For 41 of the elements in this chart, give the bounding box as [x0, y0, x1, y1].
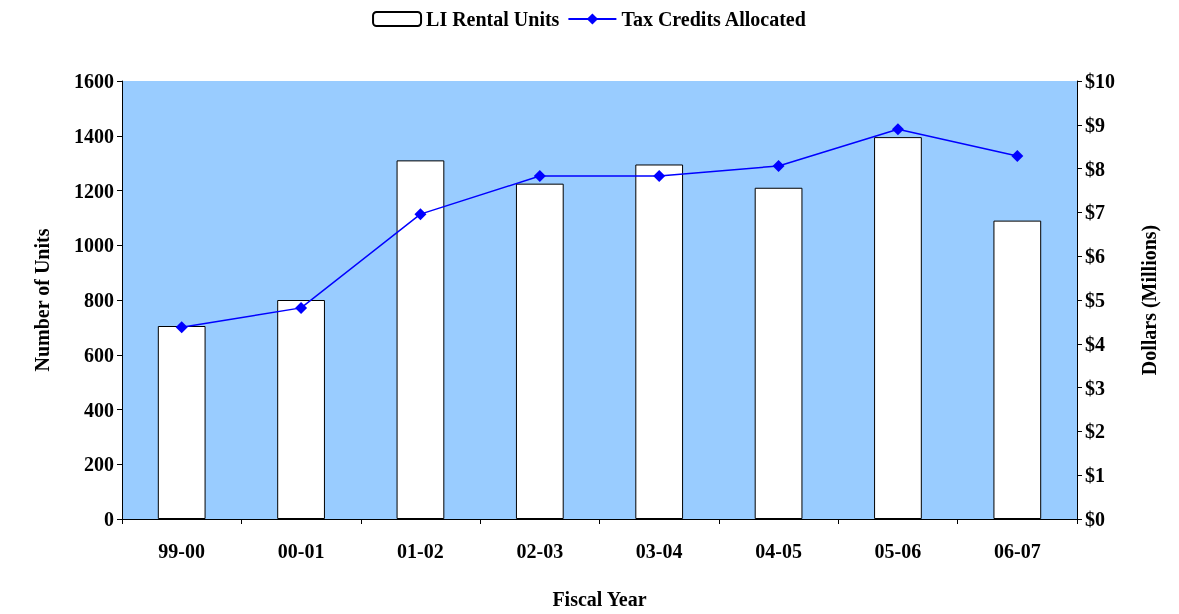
y2-axis-title: Dollars (Millions) [1138, 224, 1161, 376]
y-tick-label: 1200 [74, 179, 114, 202]
point [772, 159, 785, 172]
y2-tick-label: $3 [1085, 376, 1105, 399]
point [414, 208, 427, 221]
x-tick-label: 02-03 [516, 540, 564, 562]
point [533, 170, 546, 183]
y-tick-label: 1000 [74, 234, 114, 257]
x-tick-label: 01-02 [397, 540, 444, 562]
point [1011, 149, 1024, 162]
x-tick-label: 99-00 [158, 540, 206, 562]
legend-label: Tax Credits Allocated [621, 8, 806, 30]
y2-tick-label: $9 [1085, 113, 1105, 136]
y2-tick-label: $8 [1085, 157, 1105, 180]
x-tick-label: 05-06 [874, 540, 922, 562]
x-tick-label: 00-01 [277, 540, 325, 562]
point [295, 301, 308, 314]
y2-tick-label: $5 [1085, 289, 1105, 311]
y-tick-label: 600 [84, 343, 114, 366]
legend-label: LI Rental Units [426, 8, 560, 30]
y2-tick-label: $10 [1085, 70, 1115, 92]
y2-tick-label: $7 [1085, 201, 1105, 224]
y-tick-label: 200 [84, 453, 114, 476]
y2-tick-label: $1 [1085, 464, 1105, 487]
y2-tick-label: $0 [1085, 508, 1105, 530]
point [653, 170, 666, 183]
x-tick-label: 03-04 [635, 540, 683, 562]
x-tick-label: 04-05 [755, 540, 802, 562]
y2-tick-label: $4 [1085, 332, 1105, 355]
y-tick-label: 400 [84, 398, 114, 421]
y-tick-label: 800 [84, 289, 114, 311]
x-axis-title: Fiscal Year [552, 588, 647, 610]
point [175, 321, 188, 334]
y-tick-label: 0 [104, 508, 114, 530]
y2-tick-label: $2 [1085, 420, 1105, 443]
y-axis-title: Number of Units [31, 228, 53, 372]
y-tick-label: 1400 [74, 124, 114, 147]
point [891, 123, 904, 136]
y2-tick-label: $6 [1085, 245, 1105, 268]
x-tick-label: 06-07 [993, 540, 1041, 562]
y-tick-label: 1600 [74, 70, 114, 92]
